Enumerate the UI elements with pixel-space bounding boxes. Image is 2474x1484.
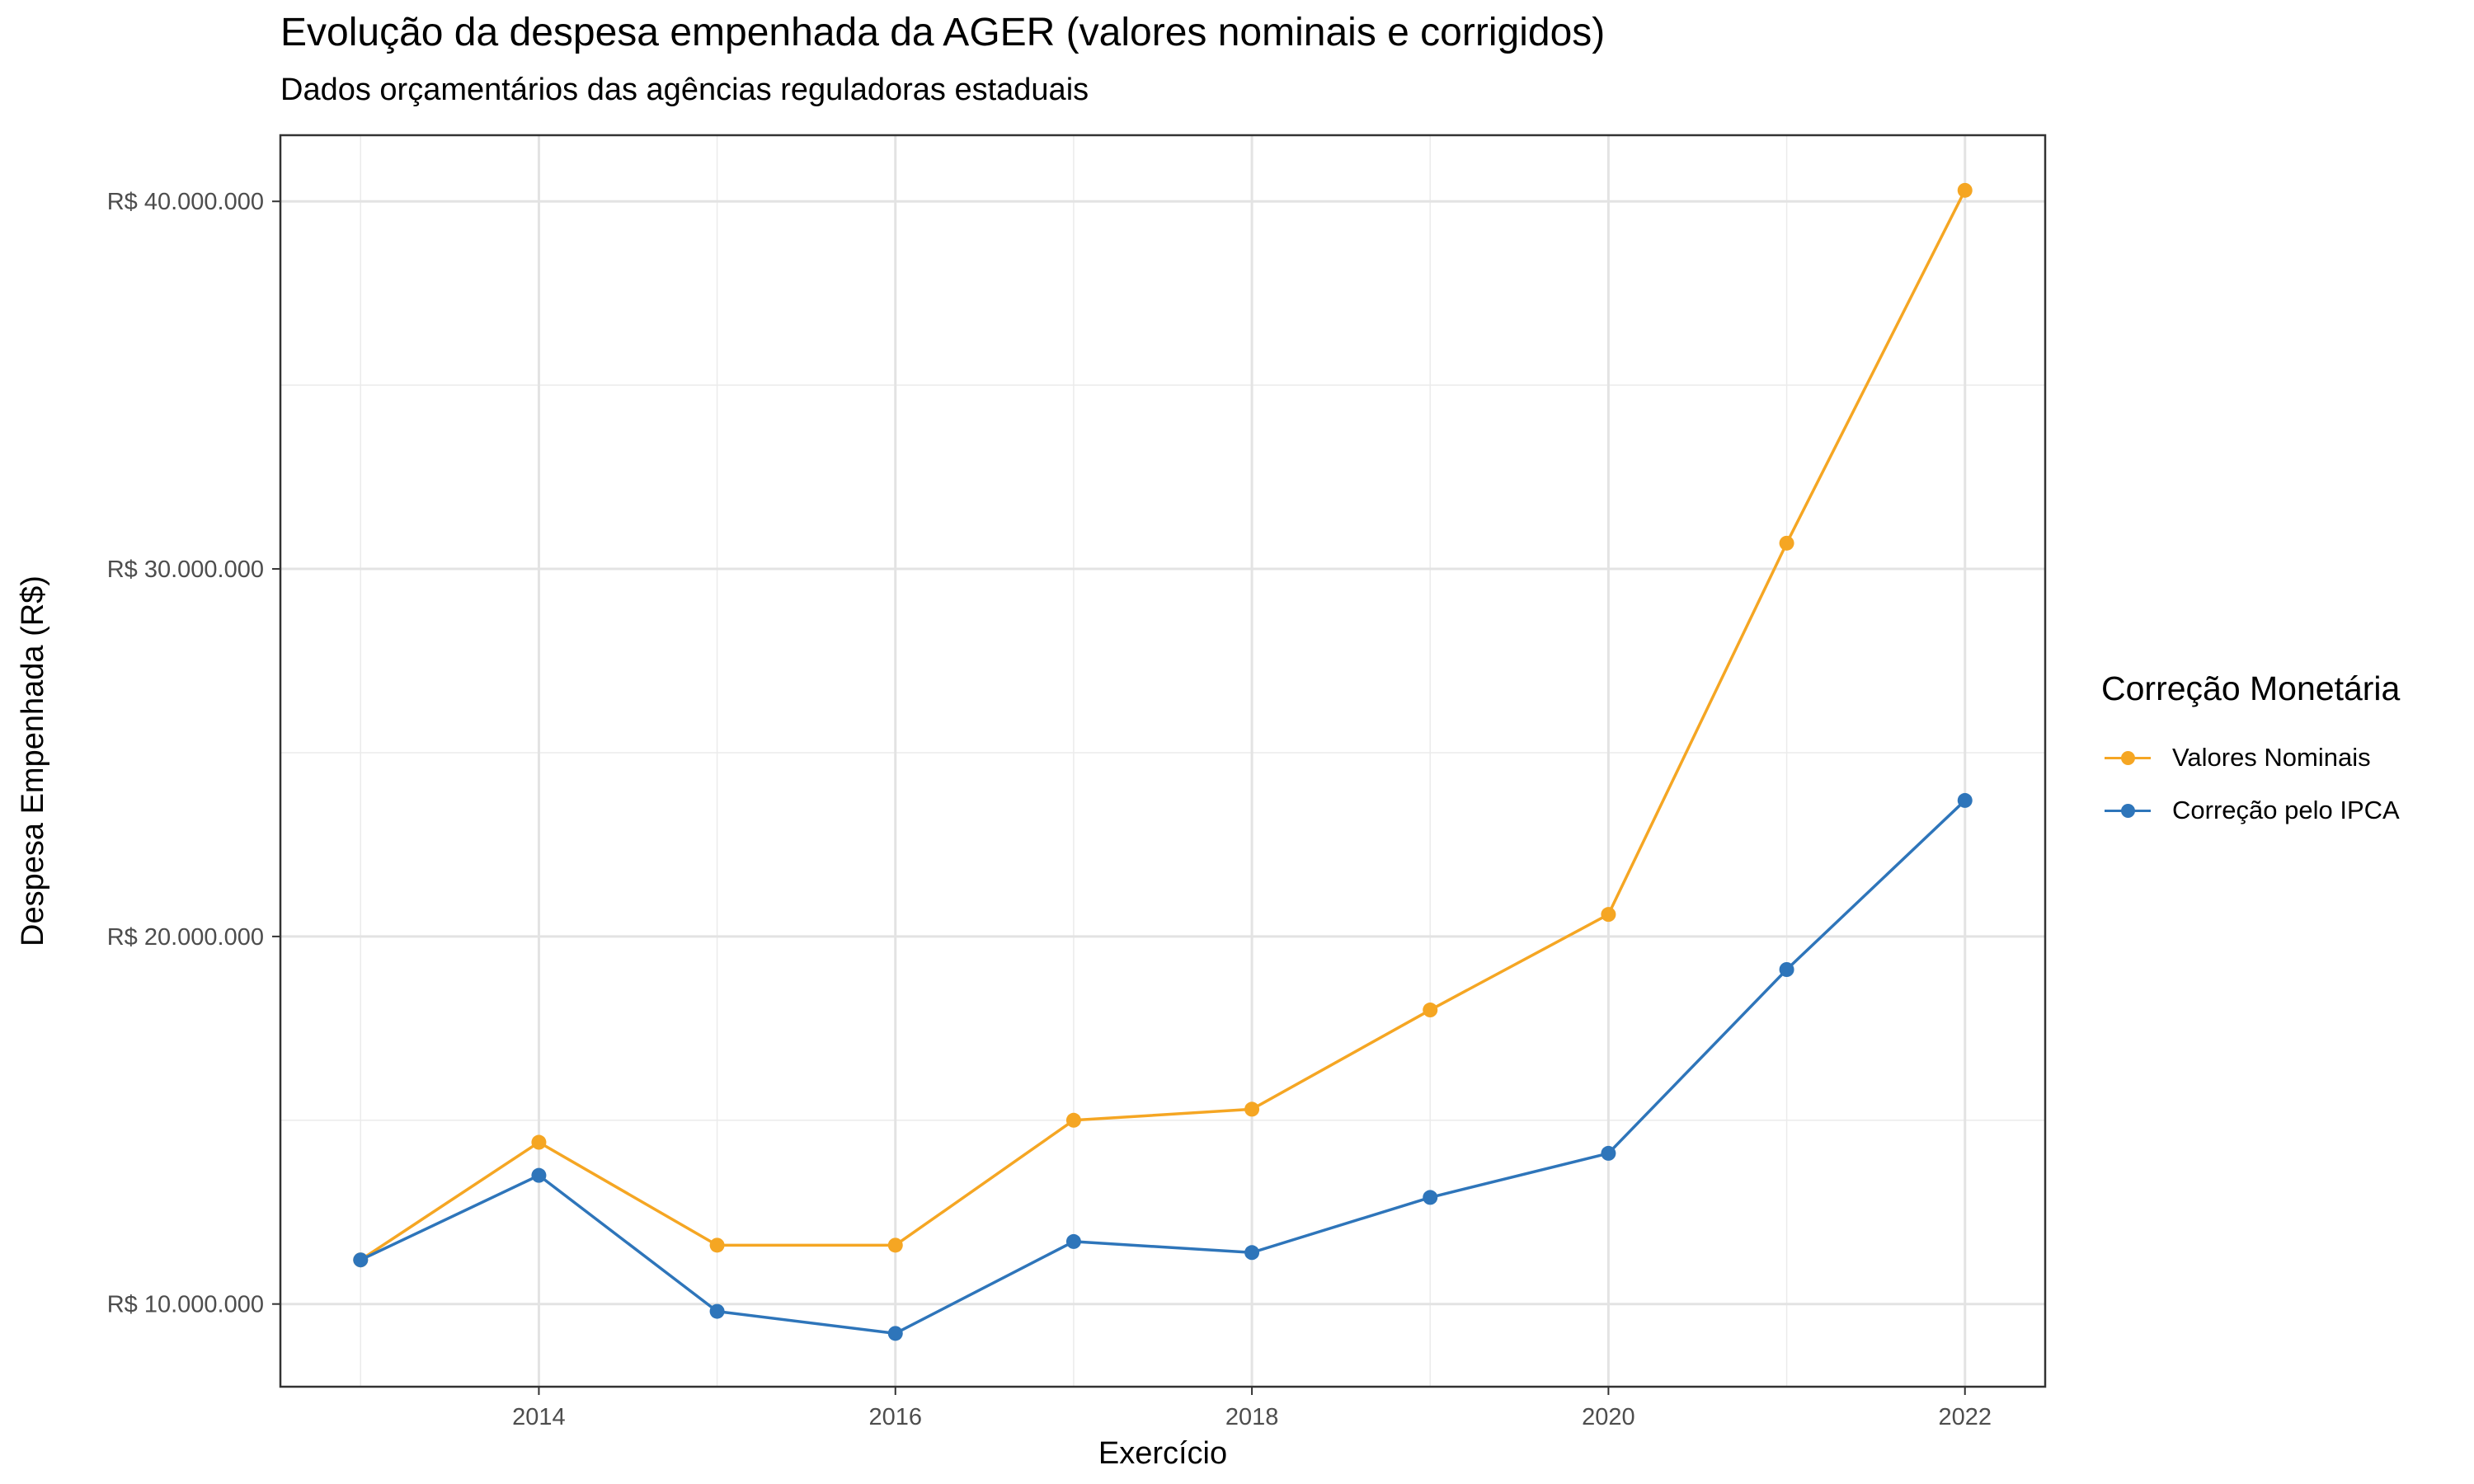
data-point-nominal [887,1237,903,1253]
legend: Correção Monetária Valores Nominais Corr… [2101,669,2400,837]
data-point-nominal [1601,907,1616,923]
grid [280,135,2045,1387]
y-tick-label: R$ 30.000.000 [107,556,264,583]
chart-title: Evolução da despesa empenhada da AGER (v… [280,11,1606,54]
x-axis-title: Exercício [1098,1436,1227,1471]
x-tick-label: 2018 [1225,1404,1279,1430]
data-point-ipca [1601,1145,1616,1161]
series-line-nominal [360,190,1967,1261]
legend-label-ipca: Correção pelo IPCA [2172,796,2400,824]
legend-label-nominal: Valores Nominais [2172,743,2371,772]
data-point-ipca [709,1303,725,1319]
x-tick-label: 2022 [1938,1404,1992,1430]
data-point-nominal [531,1134,547,1150]
data-point-nominal [1779,535,1794,551]
x-tick-label: 2016 [868,1404,922,1430]
data-point-ipca [353,1252,369,1268]
x-tick-label: 2020 [1582,1404,1635,1430]
data-point-nominal [709,1237,725,1253]
data-point-nominal [1244,1101,1260,1117]
data-point-ipca [1423,1190,1438,1205]
y-tick-label: R$ 40.000.000 [107,189,264,215]
legend-item-nominal: Valores Nominais [2101,731,2400,784]
x-tick-label: 2014 [512,1404,566,1430]
legend-key-ipca [2101,784,2154,837]
data-point-ipca [1244,1245,1260,1261]
series-line-ipca [360,799,1966,1336]
data-point-nominal [1957,182,1973,198]
series-ipca [353,792,1973,1341]
legend-key-nominal [2101,731,2154,784]
data-point-nominal [1423,1003,1438,1018]
legend-item-ipca: Correção pelo IPCA [2101,784,2400,837]
legend-title: Correção Monetária [2101,669,2401,707]
data-point-ipca [1779,962,1794,977]
chart-subtitle: Dados orçamentários das agências regulad… [280,73,1089,107]
y-tick-label: R$ 10.000.000 [107,1292,264,1318]
data-point-ipca [1065,1233,1081,1249]
data-point-nominal [1065,1112,1081,1128]
plot-panel [280,135,2045,1387]
data-point-ipca [887,1326,903,1341]
y-axis-title: Despesa Empenhada (R$) [16,575,50,946]
plot-border [279,134,2047,1388]
data-point-ipca [1957,792,1973,808]
data-point-ipca [531,1167,547,1183]
y-tick-label: R$ 20.000.000 [107,924,264,951]
